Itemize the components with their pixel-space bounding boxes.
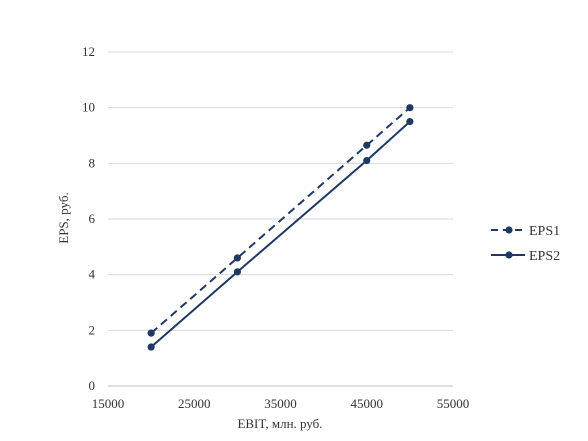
y-axis-title: EPS, руб. xyxy=(56,192,71,243)
legend-marker-eps1 xyxy=(505,226,513,234)
legend-marker-eps2 xyxy=(505,251,513,259)
data-point-eps1 xyxy=(363,141,371,149)
legend-label-eps1: EPS1 xyxy=(529,224,560,239)
series-line-eps2 xyxy=(150,120,411,348)
y-tick-label: 2 xyxy=(89,322,96,337)
y-tick-label: 6 xyxy=(89,211,96,226)
x-tick-label: 45000 xyxy=(351,396,384,411)
data-point-eps2 xyxy=(233,268,241,276)
x-tick-label: 15000 xyxy=(92,396,125,411)
data-point-eps2 xyxy=(363,156,371,165)
data-point-eps1 xyxy=(233,254,241,262)
y-tick-label: 8 xyxy=(89,155,96,170)
data-point-eps2 xyxy=(147,343,155,351)
y-tick-label: 12 xyxy=(82,44,95,59)
data-point-eps1 xyxy=(147,329,155,337)
x-tick-label: 25000 xyxy=(178,396,211,411)
y-tick-label: 10 xyxy=(82,100,95,115)
data-point-eps2 xyxy=(406,117,414,126)
y-tick-label: 4 xyxy=(89,267,96,282)
data-point-eps1 xyxy=(406,104,414,112)
x-axis-title: EBIT, млн. руб. xyxy=(237,416,322,431)
x-tick-label: 55000 xyxy=(437,396,470,411)
tick-labels: 0 2 4 6 8 10 12 15000 25000 35000 45000 55000 xyxy=(82,44,469,411)
legend: EPS1 EPS2 xyxy=(491,224,560,264)
series xyxy=(147,104,414,351)
legend-label-eps2: EPS2 xyxy=(529,249,560,264)
grid xyxy=(108,51,453,387)
x-tick-label: 35000 xyxy=(264,396,297,411)
series-line-eps1 xyxy=(150,106,411,334)
y-tick-label: 0 xyxy=(89,378,96,393)
